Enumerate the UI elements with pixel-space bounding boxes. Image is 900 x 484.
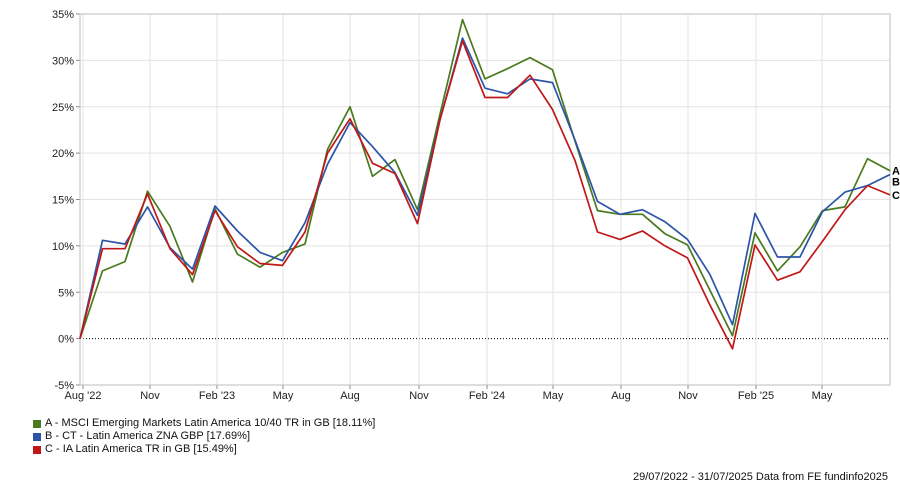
axes xyxy=(76,13,891,389)
x-tick-label: Feb '23 xyxy=(199,390,235,402)
footer: 29/07/2022 - 31/07/2025 Data from FE fun… xyxy=(633,471,888,483)
legend-item-c: C - IA Latin America TR in GB [15.49%] xyxy=(33,443,375,456)
y-tick-label: -5% xyxy=(54,380,74,392)
series-lines xyxy=(79,18,891,350)
y-tick-label: 35% xyxy=(52,9,74,21)
legend-swatch-c xyxy=(33,445,41,454)
y-tick-label: 5% xyxy=(58,287,74,299)
x-tick-label: Aug xyxy=(611,390,631,402)
x-tick-label: Feb '24 xyxy=(469,390,505,402)
x-tick-label: Aug '22 xyxy=(65,390,102,402)
footer-date-range: 29/07/2022 - 31/07/2025 xyxy=(632,471,753,483)
x-tick-label: Nov xyxy=(140,390,160,402)
x-tick-label: Nov xyxy=(678,390,698,402)
gridlines xyxy=(80,13,890,386)
end-label-b: B xyxy=(892,177,900,189)
chart: -5% 0% 5% 10% 15% 20% 25% 30% 35% Aug '22 Nov Feb … xyxy=(52,9,900,402)
series-line-b xyxy=(79,37,891,339)
legend-label-c: C - IA Latin America TR in GB [15.49%] xyxy=(45,443,237,455)
end-label-c: C xyxy=(892,190,900,202)
y-tick-label: 15% xyxy=(52,195,74,207)
x-tick-label: May xyxy=(543,390,564,402)
x-tick-label: May xyxy=(812,390,833,402)
legend-label-a: A - MSCI Emerging Markets Latin America … xyxy=(45,417,376,429)
footer-source: Data from FE fundinfo2025 xyxy=(755,471,888,483)
y-tick-label: 30% xyxy=(52,55,74,67)
x-tick-labels: Aug '22 Nov Feb '23 May Aug Nov Feb '24 May Aug N… xyxy=(65,390,833,402)
y-tick-label: 20% xyxy=(52,148,74,160)
legend-item-b: B - CT - Latin America ZNA GBP [17.69%] xyxy=(33,430,375,443)
end-label-a: A xyxy=(892,166,900,178)
legend-label-b: B - CT - Latin America ZNA GBP [17.69%] xyxy=(45,430,251,442)
y-tick-label: 25% xyxy=(52,102,74,114)
series-line-a xyxy=(79,18,891,339)
legend-swatch-b xyxy=(33,432,41,441)
y-tick-label: 10% xyxy=(52,241,74,253)
series-end-labels: ABC xyxy=(892,166,900,202)
y-tick-label: 0% xyxy=(58,334,74,346)
x-tick-label: May xyxy=(273,390,294,402)
legend-item-a: A - MSCI Emerging Markets Latin America … xyxy=(33,417,375,430)
plot-frame xyxy=(79,13,891,386)
x-tick-label: Aug xyxy=(340,390,360,402)
series-line-c xyxy=(79,40,891,350)
legend-swatch-a xyxy=(33,419,41,428)
x-tick-label: Feb '25 xyxy=(738,390,774,402)
y-tick-labels: -5% 0% 5% 10% 15% 20% 25% 30% 35% xyxy=(52,9,74,392)
x-tick-label: Nov xyxy=(409,390,429,402)
legend: A - MSCI Emerging Markets Latin America … xyxy=(33,417,375,456)
